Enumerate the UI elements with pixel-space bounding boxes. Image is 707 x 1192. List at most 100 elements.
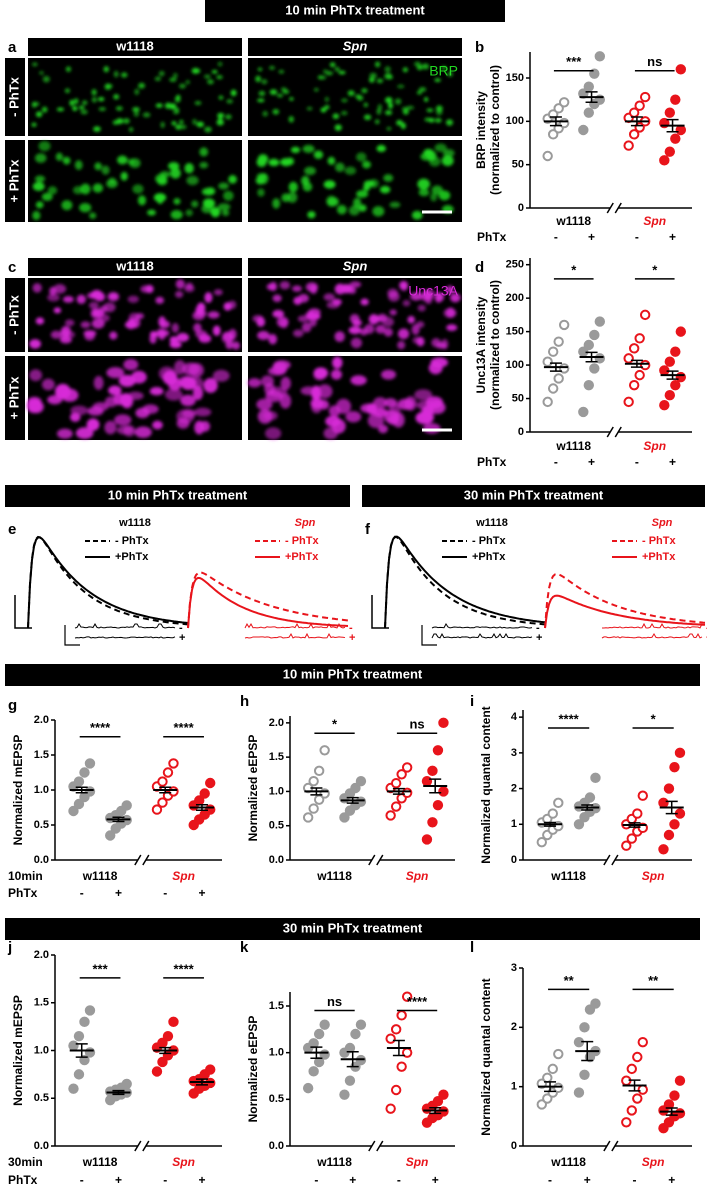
punctum — [417, 304, 426, 312]
punctum — [201, 204, 213, 214]
condition-label: - — [635, 230, 639, 244]
punctum — [388, 102, 393, 109]
scale-bar — [371, 595, 389, 629]
legend-item: - PhTx — [285, 535, 319, 547]
data-point — [639, 309, 651, 321]
data-point — [308, 1038, 319, 1049]
category-label: w1118 — [82, 869, 118, 883]
punctum — [103, 302, 116, 313]
punctum — [197, 302, 206, 313]
punctum — [155, 103, 163, 108]
data-point — [583, 339, 595, 351]
stain-label: Unc13A — [408, 283, 458, 299]
significance-label: * — [332, 717, 338, 732]
data-point — [664, 389, 676, 401]
punctum — [298, 293, 309, 303]
error-bar — [544, 1081, 557, 1093]
punctum — [402, 109, 409, 115]
punctum — [272, 361, 288, 375]
category-label: w1118 — [555, 439, 591, 453]
data-point — [628, 129, 640, 140]
data-point — [84, 1047, 96, 1058]
punctum — [414, 61, 421, 67]
punctum — [87, 406, 104, 416]
y-tick-label: 2.0 — [34, 949, 49, 961]
punctum — [344, 166, 357, 175]
data-point — [659, 155, 670, 166]
data-point — [669, 819, 680, 830]
punctum — [160, 121, 165, 129]
error-bar — [112, 816, 125, 823]
punctum — [164, 102, 172, 109]
punctum — [132, 107, 140, 112]
punctum — [279, 281, 291, 290]
punctum — [70, 412, 81, 422]
error-bar — [581, 804, 594, 811]
data-point — [79, 1054, 90, 1066]
data-point — [438, 1089, 449, 1100]
error-bar — [159, 1046, 172, 1055]
punctum — [91, 318, 105, 329]
punctum — [350, 375, 367, 386]
y-tick-label: 0 — [511, 854, 517, 866]
y-tick-label: 1 — [511, 1081, 517, 1093]
y-tick-label: 3 — [511, 747, 517, 759]
data-point — [438, 786, 449, 797]
row-label-bar — [5, 356, 25, 440]
data-point — [558, 319, 570, 331]
significance-label: ns — [647, 54, 662, 69]
header-title: 30 min PhTx treatment — [283, 920, 423, 935]
data-point — [302, 812, 314, 823]
punctum — [117, 155, 128, 165]
column-header: w1118 — [115, 258, 154, 273]
epsp-trace — [187, 576, 349, 629]
punctum — [115, 106, 123, 111]
condition-label: + — [198, 1173, 205, 1187]
punctum — [195, 330, 208, 339]
data-point — [168, 786, 179, 797]
data-point — [68, 805, 79, 817]
y-tick-label: 100 — [506, 359, 524, 371]
y-tick-label: 1.0 — [269, 785, 284, 797]
punctum — [170, 167, 181, 179]
punctum — [434, 143, 447, 152]
data-point — [151, 1066, 163, 1077]
data-point — [659, 400, 670, 411]
condition-label: - — [548, 1173, 552, 1187]
punctum — [324, 105, 330, 110]
condition-label: - — [80, 886, 84, 900]
data-point — [308, 803, 319, 814]
mini-label: + — [349, 632, 355, 644]
mini-trace — [244, 632, 346, 639]
punctum — [397, 398, 414, 410]
punctum — [149, 331, 159, 338]
condition-label: - — [554, 455, 558, 469]
y-tick-label: 0 — [518, 426, 524, 438]
punctum — [179, 83, 186, 89]
epsp-trace — [384, 535, 546, 629]
punctum — [212, 325, 221, 336]
y-tick-label: 0.0 — [269, 854, 284, 866]
epsp-trace — [27, 535, 189, 629]
punctum — [41, 378, 55, 391]
punctum — [72, 106, 78, 112]
column-header-bar — [28, 38, 242, 56]
punctum — [169, 336, 179, 344]
punctum — [369, 72, 377, 79]
epsp-trace — [544, 594, 706, 629]
punctum — [29, 369, 43, 382]
punctum — [375, 324, 386, 334]
punctum — [256, 173, 268, 180]
y-tick-label: 0.5 — [269, 1093, 284, 1105]
error-bar — [392, 1039, 405, 1057]
punctum — [65, 66, 72, 72]
punctum — [228, 175, 237, 184]
punctum — [363, 102, 369, 108]
data-point — [589, 363, 600, 374]
punctum — [79, 203, 92, 213]
punctum — [171, 121, 177, 126]
data-point — [302, 1082, 314, 1094]
y-axis-label: Normalized mEPSP — [11, 735, 25, 846]
punctum — [194, 407, 212, 417]
data-point — [355, 796, 367, 807]
